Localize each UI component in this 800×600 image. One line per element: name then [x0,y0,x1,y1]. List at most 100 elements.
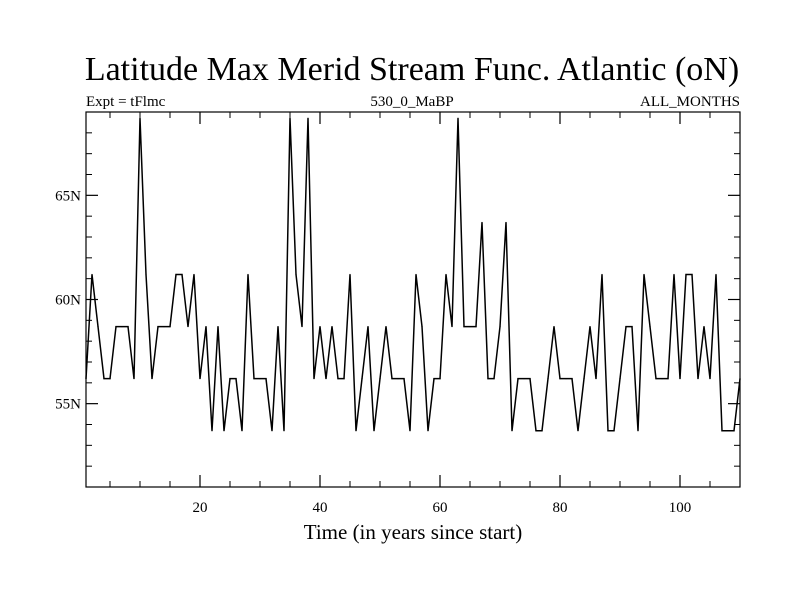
data-point [271,430,273,432]
data-point [697,378,699,380]
data-point [487,378,489,380]
x-tick-label: 60 [433,500,448,516]
data-point [283,430,285,432]
x-tick-labels: 20 40 60 80 100 [193,500,692,516]
data-point [91,273,93,276]
data-point [469,325,471,328]
data-point [667,378,669,380]
data-point [637,430,639,432]
data-point [499,325,501,328]
data-point [241,430,243,432]
data-point [679,378,681,380]
data-point [445,273,447,276]
subtitle-right: ALL_MONTHS [640,94,740,110]
data-point [643,273,645,276]
y-minor-ticks [86,111,740,488]
data-point [481,221,483,224]
data-point [559,378,561,380]
data-point [397,378,399,380]
data-point [355,430,357,432]
data-point [727,430,729,432]
data-point [361,378,363,380]
data-point [721,430,723,432]
data-point [685,273,687,276]
data-point [433,378,435,380]
data-point [403,378,405,380]
data-point [103,378,105,380]
data-point [709,378,711,380]
data-point [415,273,417,276]
data-point [109,378,111,380]
data-point [475,325,477,328]
data-point [277,325,279,328]
data-point [493,378,495,380]
data-point [259,378,261,380]
data-point [439,378,441,380]
x-tick-label: 80 [553,500,568,516]
series-line [85,118,741,432]
data-point [313,378,315,380]
data-point [391,378,393,380]
y-tick-label: 60N [55,293,81,309]
data-point [739,378,741,380]
data-point [571,378,573,380]
data-point [517,378,519,380]
data-point [625,325,627,328]
data-point [295,273,297,276]
x-minor-ticks [109,112,741,487]
data-point [229,378,231,380]
data-point [247,273,249,276]
data-point [85,378,87,380]
data-point [553,325,555,328]
x-axis-label: Time (in years since start) [304,520,523,544]
data-points [85,117,741,432]
data-point [655,378,657,380]
data-point [523,378,525,380]
data-point [127,325,129,328]
data-point [373,430,375,432]
data-point [343,378,345,380]
data-point [427,430,429,432]
data-point [97,325,99,328]
x-tick-label: 100 [669,500,692,516]
data-point [649,325,651,328]
x-tick-label: 20 [193,500,208,516]
data-point [715,273,717,276]
subtitle-center: 530_0_MaBP [370,94,453,110]
x-tick-label: 40 [313,500,328,516]
data-point [349,273,351,276]
data-point [157,325,159,328]
data-point [463,325,465,328]
data-point [193,273,195,276]
data-point [541,430,543,432]
data-point [169,325,171,328]
data-point [607,430,609,432]
data-point [385,325,387,328]
data-point [505,221,507,224]
y-major-ticks [86,194,740,405]
data-point [223,430,225,432]
data-point [673,273,675,276]
data-point [733,430,735,432]
data-point [451,325,453,328]
data-point [661,378,663,380]
data-point [289,117,291,119]
data-point [175,273,177,276]
data-point [691,273,693,276]
data-point [319,325,321,328]
subtitle-left: Expt = tFlmc [86,94,166,110]
data-point [421,325,423,328]
data-point [577,430,579,432]
data-point [613,430,615,432]
data-point [133,378,135,380]
data-point [631,325,633,328]
data-point [163,325,165,328]
data-point [307,117,309,119]
data-point [703,325,705,328]
data-point [187,325,189,328]
data-point [235,378,237,380]
data-point [529,378,531,380]
data-point [511,430,513,432]
